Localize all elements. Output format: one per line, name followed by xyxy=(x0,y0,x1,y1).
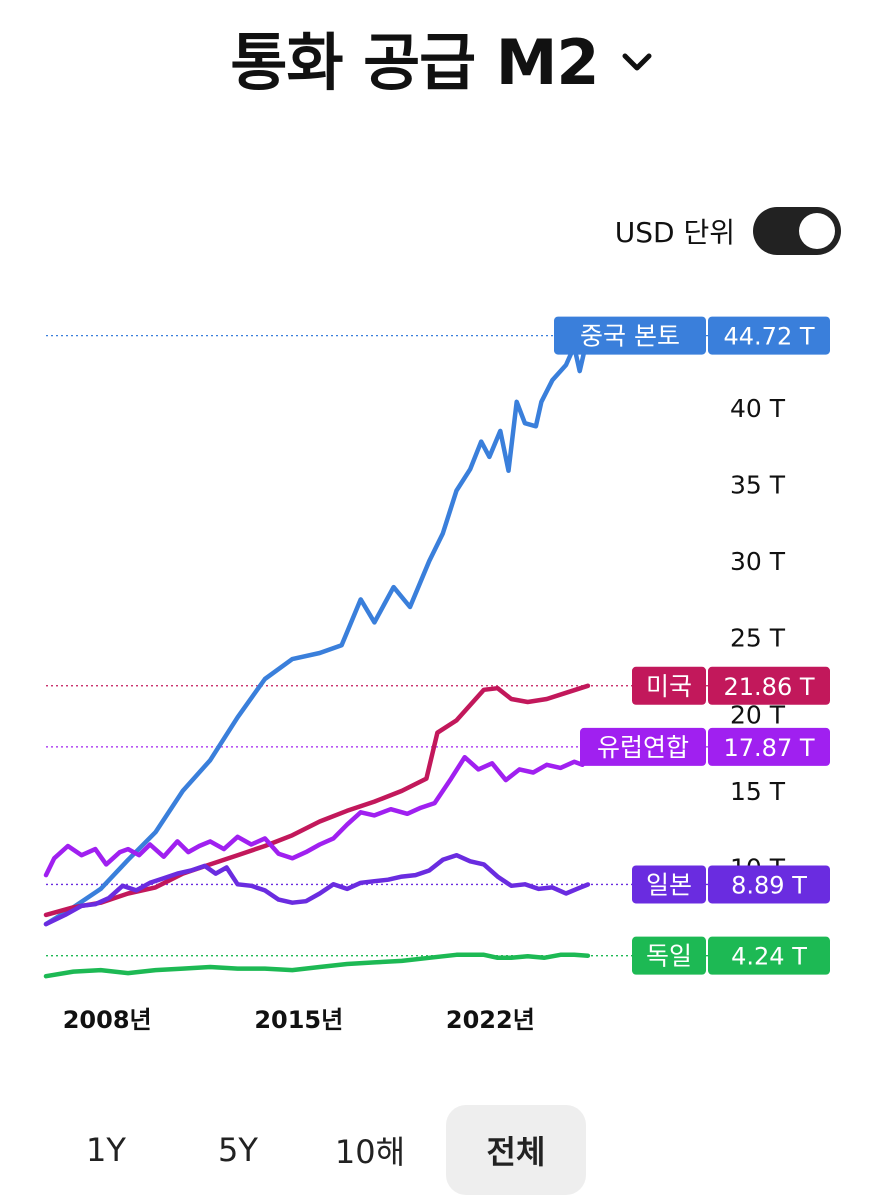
series-name-badge xyxy=(632,666,706,705)
toggle-knob xyxy=(799,213,835,249)
series-value-badge xyxy=(708,865,830,904)
series-badge: 일본 8.89 T xyxy=(632,865,830,904)
currency-toggle-row: USD 단위 xyxy=(615,206,841,256)
x-tick-label: 2008년 xyxy=(63,1006,152,1034)
currency-toggle-switch[interactable] xyxy=(753,207,841,255)
series-line xyxy=(43,683,591,918)
y-tick-label: 40 T xyxy=(730,394,786,423)
series-line xyxy=(43,744,591,878)
series-badge: 유럽연합 17.87 T xyxy=(580,727,830,766)
series-value-label: 44.72 T xyxy=(724,323,815,351)
y-tick-label: 25 T xyxy=(730,624,786,653)
series-value-label: 8.89 T xyxy=(731,871,807,899)
series-value-badge xyxy=(708,316,830,355)
series-name-label: 유럽연합 xyxy=(597,733,689,762)
y-tick-label: 30 T xyxy=(730,547,786,576)
x-tick-label: 2022년 xyxy=(446,1006,535,1034)
header[interactable]: 통화 공급 M2 xyxy=(0,12,887,102)
range-tab-all[interactable]: 전체 xyxy=(446,1105,586,1195)
range-tab-1y[interactable]: 1Y xyxy=(86,1131,126,1169)
series-line xyxy=(43,333,591,927)
series-name-badge xyxy=(632,936,706,975)
page-title: 통화 공급 M2 xyxy=(230,26,599,99)
series-name-badge xyxy=(632,865,706,904)
x-tick-label: 2015년 xyxy=(254,1006,343,1034)
range-tabs: 1Y 5Y 10해 전체 xyxy=(40,1105,586,1195)
series-value-label: 21.86 T xyxy=(724,673,815,701)
y-tick-label: 20 T xyxy=(730,700,786,729)
series-value-badge xyxy=(708,727,830,766)
range-tab-5y[interactable]: 5Y xyxy=(218,1131,258,1169)
y-tick-label: 35 T xyxy=(730,471,786,500)
series-name-badge xyxy=(580,727,706,766)
series-value-badge xyxy=(708,666,830,705)
series-value-label: 17.87 T xyxy=(724,734,815,762)
series-value-label: 4.24 T xyxy=(731,943,807,971)
m2-line-chart: 10 T15 T20 T25 T30 T35 T40 T2008년2015년20… xyxy=(43,316,830,1034)
series-name-label: 일본 xyxy=(646,870,692,899)
y-tick-label: 15 T xyxy=(730,777,786,806)
chevron-down-icon[interactable] xyxy=(617,42,657,82)
currency-toggle-label: USD 단위 xyxy=(614,216,735,249)
series-name-label: 미국 xyxy=(646,672,692,701)
range-tab-10y[interactable]: 10해 xyxy=(334,1133,406,1171)
series-name-badge xyxy=(554,316,706,355)
series-badge: 미국 21.86 T xyxy=(632,666,830,705)
series-line xyxy=(43,952,591,979)
series-line xyxy=(43,852,591,927)
series-badge: 중국 본토 44.72 T xyxy=(554,316,830,355)
series-value-badge xyxy=(708,936,830,975)
series-badge: 독일 4.24 T xyxy=(632,936,830,975)
series-name-label: 중국 본토 xyxy=(580,322,680,351)
series-name-label: 독일 xyxy=(646,942,692,971)
